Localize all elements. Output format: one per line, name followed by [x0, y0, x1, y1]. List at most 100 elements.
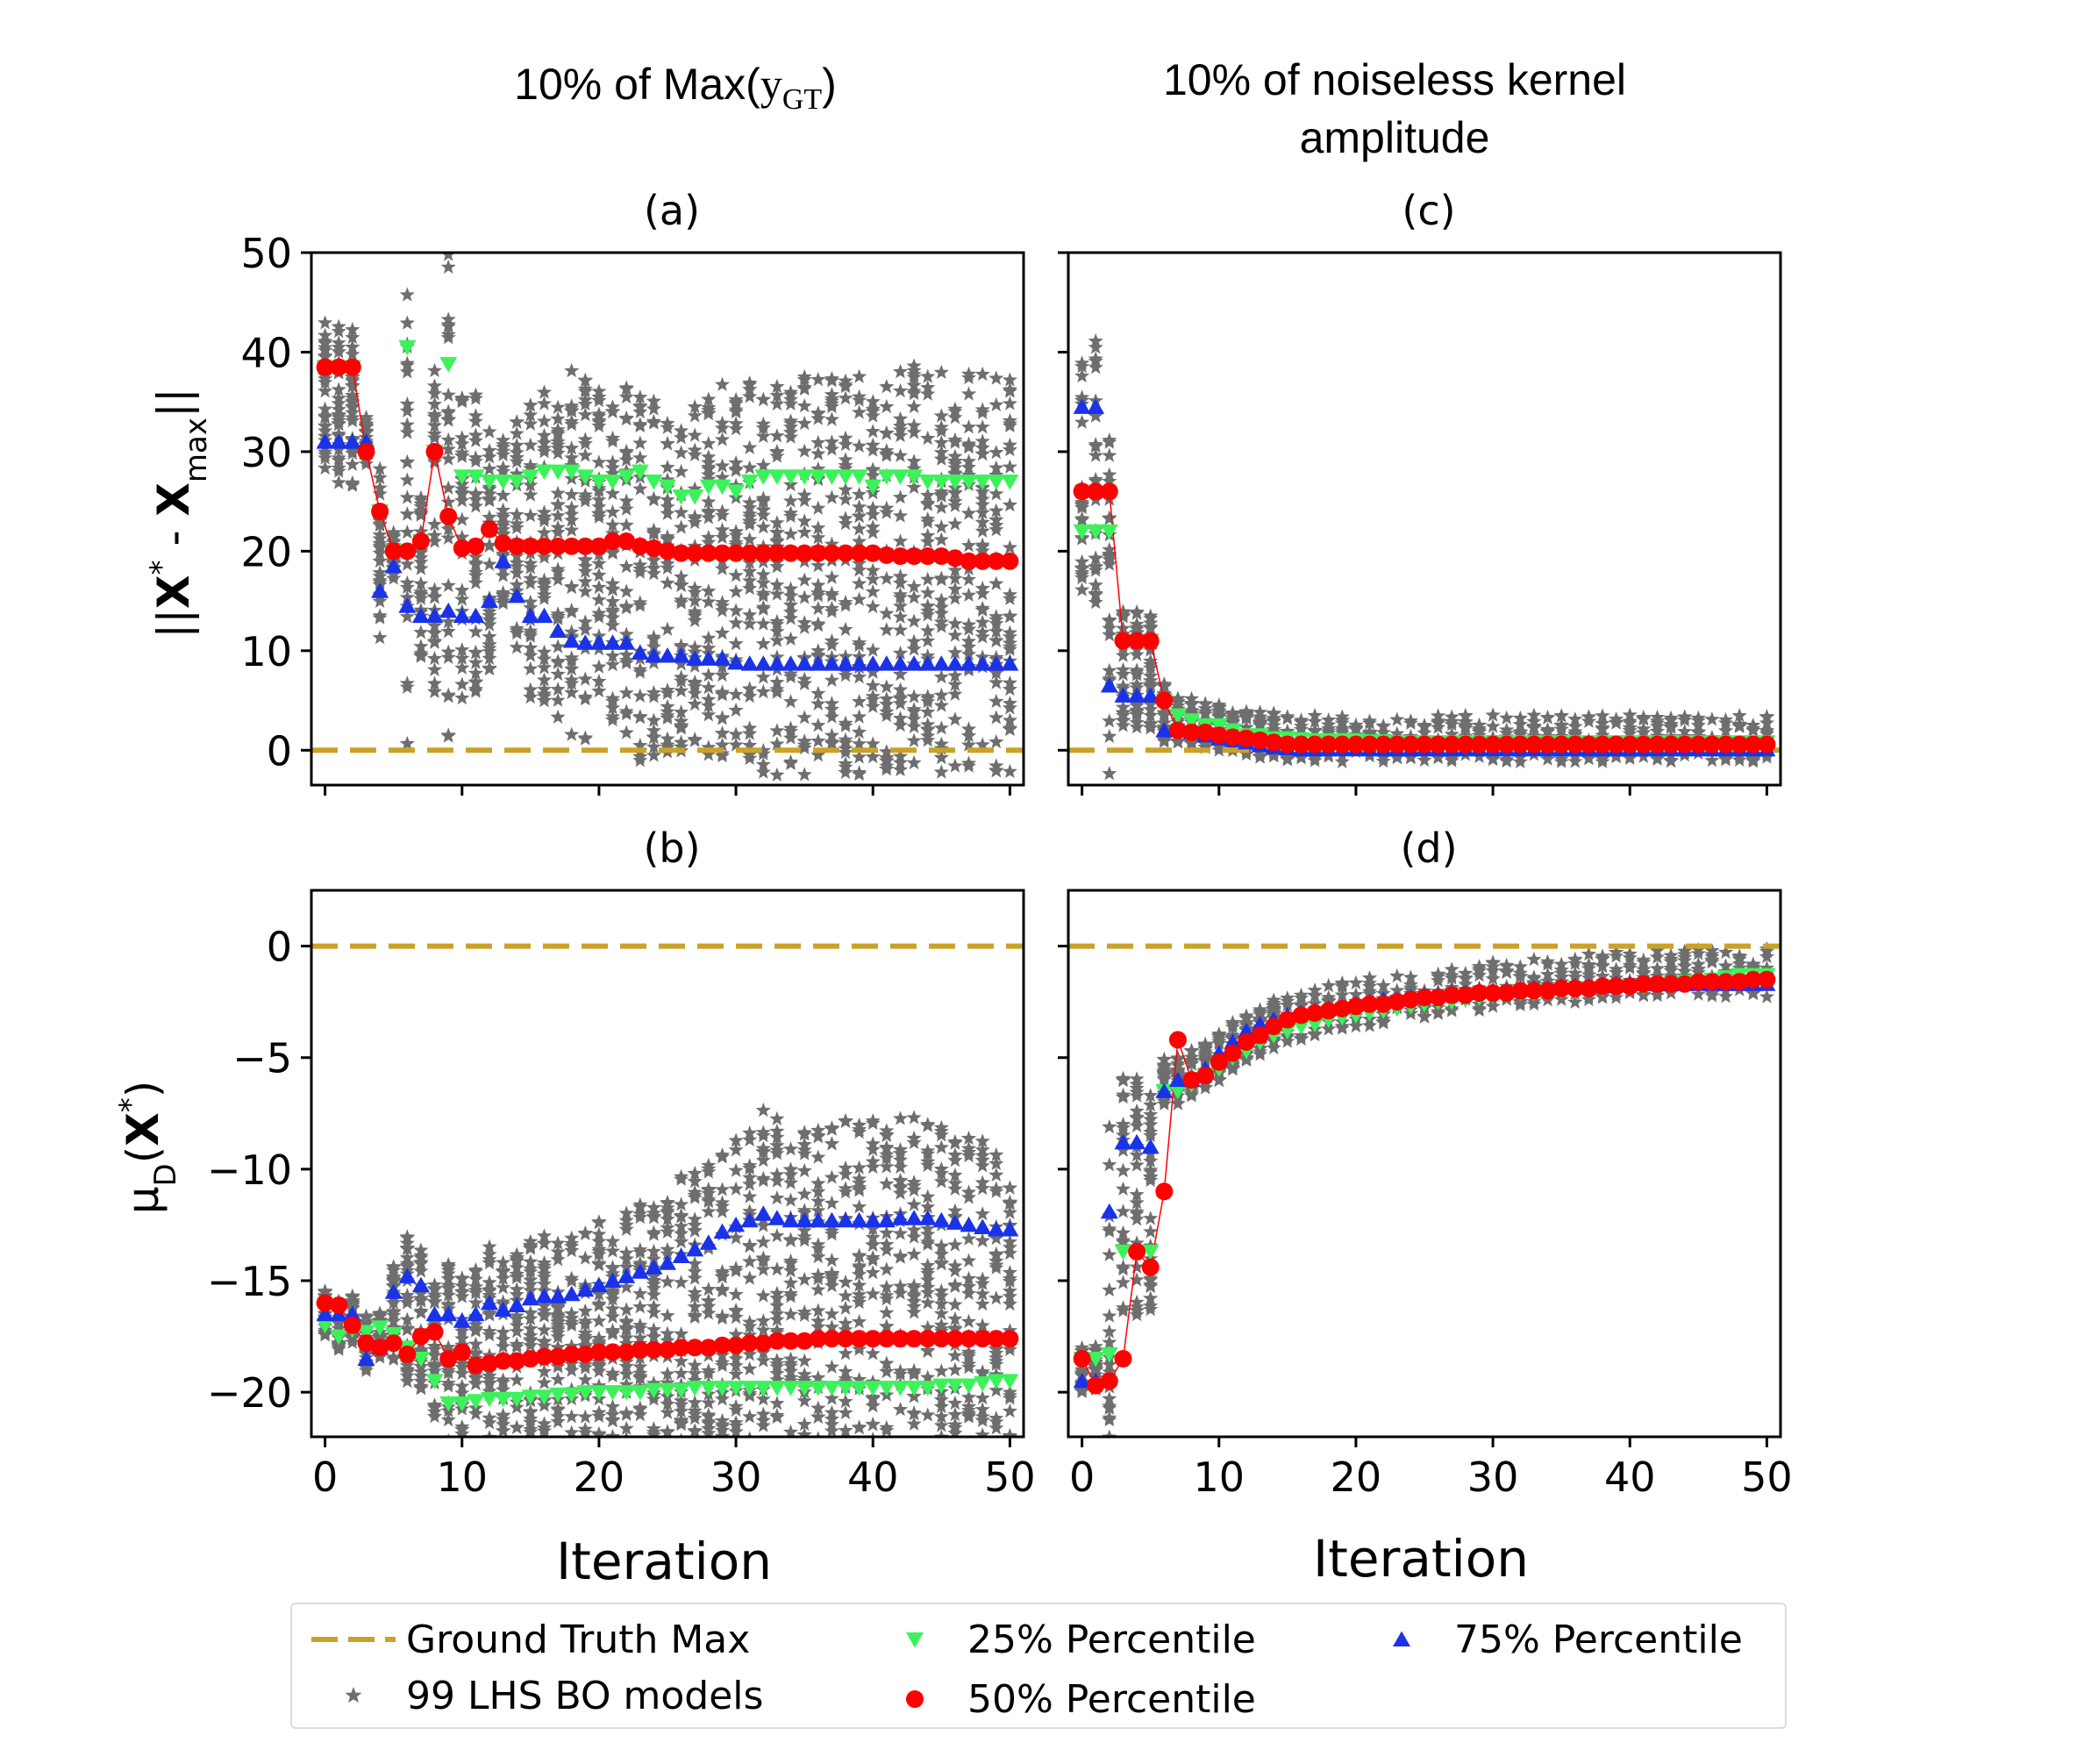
lhs-star [879, 1355, 895, 1370]
p75-point [645, 1259, 663, 1275]
lhs-star [372, 469, 388, 485]
lhs-star [399, 315, 415, 330]
lhs-star [604, 404, 621, 418]
lhs-star [618, 389, 634, 404]
lhs-star [399, 472, 415, 487]
lhs-star [810, 371, 826, 387]
lhs-star [1266, 711, 1281, 725]
lhs-star [399, 735, 415, 751]
p50-point [1744, 735, 1762, 753]
p50-point [1443, 735, 1461, 753]
p50-point [1634, 735, 1652, 753]
lhs-star [482, 617, 497, 632]
p75-point [905, 1210, 924, 1225]
lhs-star [687, 1372, 703, 1388]
lhs-star [1253, 1003, 1268, 1018]
p75-point [481, 1294, 498, 1311]
p50-point [1087, 482, 1105, 501]
lhs-star [674, 1325, 689, 1341]
lhs-star [947, 485, 963, 500]
p50-point [371, 503, 389, 520]
lhs-star [783, 1479, 798, 1493]
lhs-star [618, 706, 634, 721]
panel-title-c: (c) [1402, 187, 1455, 234]
lhs-star [646, 566, 661, 581]
lhs-star [824, 585, 839, 601]
p25-point [576, 469, 595, 485]
lhs-star [852, 709, 867, 724]
lhs-star [960, 538, 977, 553]
lhs-star [906, 453, 922, 468]
p25-point [316, 1318, 334, 1334]
lhs-star [782, 611, 799, 625]
lhs-star [988, 1231, 1004, 1246]
lhs-star [618, 1431, 634, 1437]
p25-point [767, 1381, 786, 1396]
lhs-star [660, 1203, 675, 1218]
lhs-star [1183, 695, 1200, 711]
lhs-star [1088, 559, 1103, 575]
p50-point [521, 537, 539, 555]
lhs-star [331, 323, 346, 339]
lhs-star [714, 625, 731, 640]
lhs-star [1088, 437, 1103, 452]
p25-point [494, 1391, 512, 1408]
lhs-star [769, 577, 785, 592]
lhs-star [1334, 975, 1350, 990]
lhs-star [632, 389, 648, 404]
lhs-star [797, 1464, 812, 1478]
lhs-star [660, 419, 675, 434]
lhs-star [1293, 714, 1310, 729]
lhs-star [510, 1446, 525, 1460]
lhs-star [920, 1221, 936, 1236]
lhs-star [591, 683, 607, 698]
lhs-star [920, 1118, 936, 1132]
p50-point [1306, 735, 1324, 753]
lhs-star [660, 1447, 674, 1461]
lhs-star [701, 1203, 717, 1218]
lhs-star [523, 1253, 539, 1268]
lhs-star [755, 1251, 771, 1266]
p50-point [439, 1350, 458, 1368]
lhs-star [852, 1372, 867, 1387]
lhs-star [577, 622, 593, 637]
p50-point [727, 1336, 746, 1354]
lhs-star [646, 1304, 661, 1319]
lhs-star [687, 1395, 703, 1410]
lhs-star [742, 1409, 758, 1424]
lhs-star [769, 1359, 785, 1374]
lhs-star [796, 1271, 812, 1287]
lhs-star [1129, 1187, 1145, 1202]
p50-point [905, 1330, 924, 1348]
lhs-star [660, 1308, 675, 1323]
lhs-star [674, 576, 689, 592]
p75-point [535, 607, 553, 624]
lhs-star [892, 1225, 909, 1240]
lhs-star [440, 1375, 456, 1390]
ytick-label-a: 50 [240, 230, 292, 277]
lhs-star [318, 339, 333, 354]
lhs-star [618, 1322, 634, 1337]
lhs-star [632, 710, 648, 725]
lhs-star [797, 1469, 812, 1483]
lhs-star [728, 1424, 744, 1437]
lhs-star [674, 463, 689, 479]
lhs-star [1002, 682, 1017, 696]
p50-point [535, 1347, 553, 1366]
lhs-star [1361, 978, 1378, 994]
lhs-star [988, 1155, 1004, 1171]
lhs-star [604, 700, 621, 715]
lhs-star [550, 485, 566, 500]
ytick-label-b: 0 [267, 924, 292, 971]
p75-point [411, 607, 430, 624]
p75-point [946, 1214, 964, 1230]
lhs-star [604, 517, 621, 532]
lhs-star [714, 376, 731, 391]
lhs-star [591, 1257, 607, 1272]
lhs-star [1307, 1027, 1323, 1042]
lhs-star [618, 1366, 634, 1382]
axes-frame-c [1067, 251, 1782, 787]
lhs-star [769, 723, 785, 738]
lhs-star [824, 1390, 839, 1405]
lhs-star [523, 661, 539, 675]
